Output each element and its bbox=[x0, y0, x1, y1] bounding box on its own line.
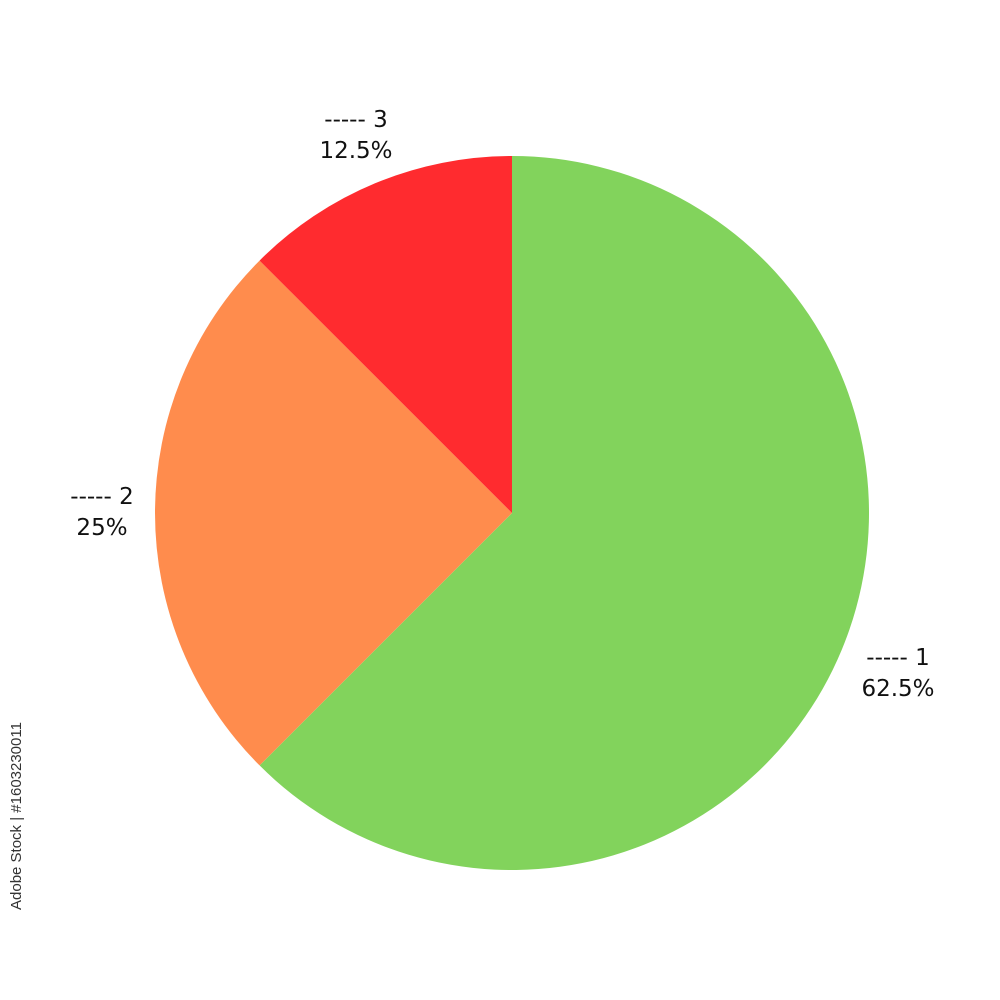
pie-slice-3 bbox=[259, 156, 512, 513]
slice-3-percent: 12.5% bbox=[319, 138, 393, 164]
pie-slice-2 bbox=[154, 260, 512, 766]
slice-label-1: ----- 1 62.5% bbox=[861, 643, 934, 705]
slice-2-percent: 25% bbox=[76, 515, 128, 541]
slice-label-2: ----- 2 25% bbox=[70, 482, 133, 544]
slice-label-3: ----- 3 12.5% bbox=[319, 105, 392, 167]
slice-2-name: ----- 2 bbox=[70, 484, 134, 510]
watermark: Adobe Stock | #1603230011 bbox=[8, 722, 25, 910]
slice-1-name: ----- 1 bbox=[866, 645, 930, 671]
slice-1-percent: 62.5% bbox=[861, 676, 935, 702]
pie-slice-1 bbox=[259, 156, 870, 871]
slice-3-name: ----- 3 bbox=[324, 107, 388, 133]
